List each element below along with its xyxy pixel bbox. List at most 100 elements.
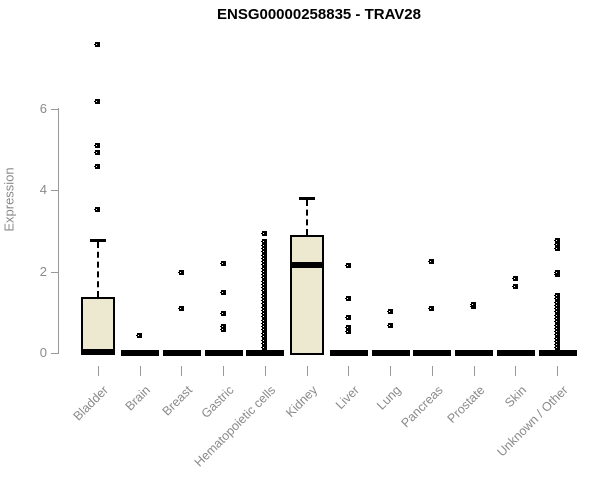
outlier-point bbox=[553, 300, 560, 305]
outlier-point bbox=[553, 296, 560, 301]
outlier-point bbox=[553, 309, 560, 314]
outlier-point bbox=[261, 288, 268, 293]
outlier-point bbox=[219, 261, 226, 266]
x-axis-tick bbox=[97, 366, 99, 376]
outlier-point bbox=[94, 143, 101, 148]
outlier-point bbox=[261, 295, 268, 300]
outlier-point bbox=[553, 329, 560, 334]
outlier-point bbox=[261, 262, 268, 267]
x-axis-category-label: Lung bbox=[373, 383, 404, 413]
outlier-point bbox=[553, 342, 560, 347]
outlier-point bbox=[94, 150, 101, 155]
y-axis-tick bbox=[51, 271, 58, 273]
outlier-point bbox=[553, 313, 560, 318]
outlier-point bbox=[553, 345, 560, 350]
x-axis-category-label: Hematopoietic cells bbox=[191, 383, 279, 470]
outlier-point bbox=[428, 259, 435, 264]
x-axis-category-label: Bladder bbox=[70, 383, 112, 424]
x-axis-category-label: Kidney bbox=[283, 383, 321, 420]
collapsed-box-bar bbox=[246, 350, 285, 356]
y-axis-line bbox=[58, 107, 59, 354]
outlier-point bbox=[94, 42, 101, 47]
x-axis-category-label: Pancreas bbox=[398, 383, 446, 431]
outlier-point bbox=[344, 263, 351, 268]
outlier-point bbox=[261, 246, 268, 251]
outlier-point bbox=[261, 308, 268, 313]
outlier-point bbox=[261, 269, 268, 274]
x-axis-category-label: Liver bbox=[332, 383, 362, 413]
outlier-point bbox=[219, 324, 226, 329]
outlier-point bbox=[261, 311, 268, 316]
outlier-point bbox=[553, 319, 560, 324]
outlier-point bbox=[219, 311, 226, 316]
chart-title: ENSG00000258835 - TRAV28 bbox=[216, 6, 421, 23]
outlier-point bbox=[553, 339, 560, 344]
box bbox=[81, 296, 116, 355]
outlier-point bbox=[261, 345, 268, 350]
outlier-point bbox=[553, 306, 560, 311]
y-axis-tick bbox=[51, 108, 58, 110]
outlier-point bbox=[261, 279, 268, 284]
x-axis-tick bbox=[348, 366, 350, 376]
outlier-point bbox=[553, 326, 560, 331]
outlier-point bbox=[219, 327, 226, 332]
outlier-point bbox=[261, 314, 268, 319]
outlier-point bbox=[261, 272, 268, 277]
y-axis-tick bbox=[51, 190, 58, 192]
y-axis-tick-label: 2 bbox=[39, 263, 47, 279]
outlier-point bbox=[470, 302, 477, 307]
outlier-point bbox=[261, 305, 268, 310]
outlier-point bbox=[344, 329, 351, 334]
outlier-point bbox=[261, 338, 268, 343]
outlier-point bbox=[261, 331, 268, 336]
collapsed-box-bar bbox=[121, 350, 160, 356]
collapsed-box-bar bbox=[538, 350, 577, 356]
collapsed-box-bar bbox=[455, 350, 494, 356]
outlier-point bbox=[553, 238, 560, 243]
outlier-point bbox=[261, 327, 268, 332]
x-axis-category-label: Skin bbox=[501, 383, 529, 411]
collapsed-box-bar bbox=[162, 350, 201, 356]
whisker-cap bbox=[299, 197, 316, 201]
median-line bbox=[81, 349, 116, 356]
y-axis-tick-label: 0 bbox=[39, 345, 47, 360]
outlier-point bbox=[261, 256, 268, 261]
x-axis-tick bbox=[181, 366, 183, 376]
x-axis-tick bbox=[515, 366, 517, 376]
outlier-point bbox=[386, 309, 393, 314]
outlier-point bbox=[344, 296, 351, 301]
box bbox=[290, 234, 325, 355]
outlier-point bbox=[553, 246, 560, 251]
outlier-point bbox=[261, 253, 268, 258]
outlier-point bbox=[261, 275, 268, 280]
x-axis-tick bbox=[390, 366, 392, 376]
outlier-point bbox=[553, 270, 560, 275]
collapsed-box-bar bbox=[371, 350, 410, 356]
outlier-point bbox=[553, 332, 560, 337]
x-axis-category-label: Gastric bbox=[198, 383, 237, 421]
outlier-point bbox=[428, 306, 435, 311]
x-axis-tick bbox=[557, 366, 559, 376]
outlier-point bbox=[553, 316, 560, 321]
whisker-line bbox=[306, 200, 309, 235]
outlier-point bbox=[261, 292, 268, 297]
outlier-point bbox=[136, 333, 143, 338]
outlier-point bbox=[94, 99, 101, 104]
outlier-point bbox=[261, 259, 268, 264]
collapsed-box-bar bbox=[413, 350, 452, 356]
outlier-point bbox=[553, 303, 560, 308]
outlier-point bbox=[261, 298, 268, 303]
outlier-point bbox=[261, 249, 268, 254]
y-axis-tick bbox=[51, 353, 58, 354]
outlier-point bbox=[511, 276, 518, 281]
outlier-point bbox=[261, 231, 268, 236]
x-axis-category-label: Brain bbox=[122, 383, 153, 414]
x-axis-tick bbox=[139, 366, 141, 376]
outlier-point bbox=[553, 336, 560, 341]
x-axis-tick bbox=[223, 366, 225, 376]
outlier-point bbox=[94, 207, 101, 212]
x-axis-tick bbox=[306, 366, 308, 376]
outlier-point bbox=[261, 324, 268, 329]
